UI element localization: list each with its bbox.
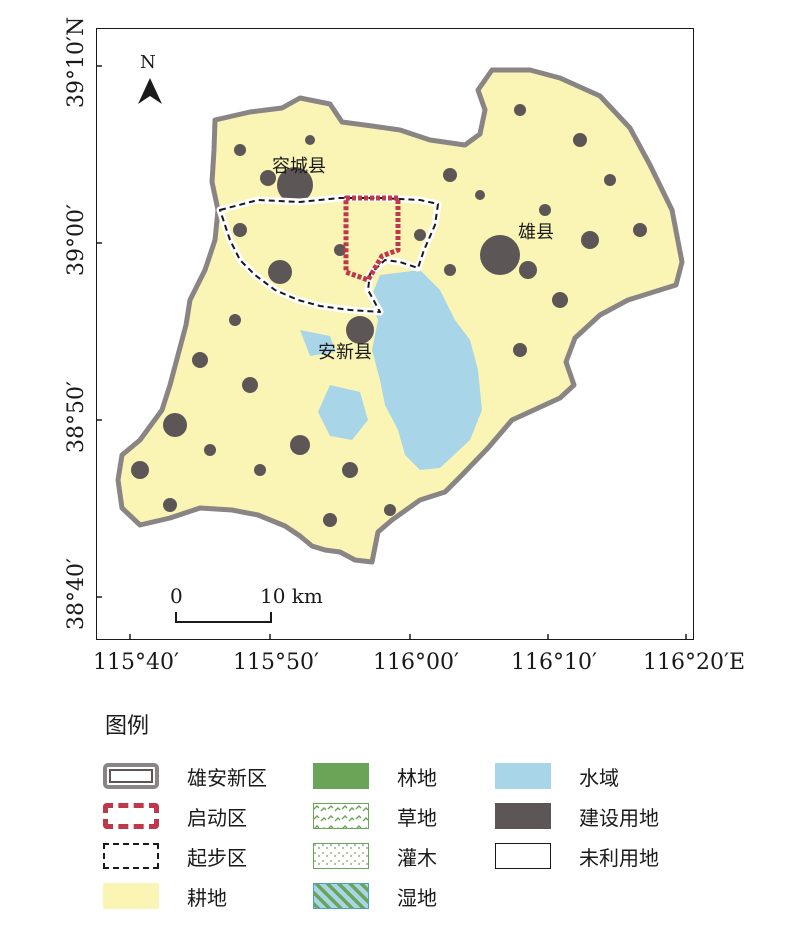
lat-label-0: 39°10′N [64,16,89,108]
legend-item-xiongan: 雄安新区 [103,759,267,793]
legend-item-construction: 建设用地 [495,799,659,833]
lat-label-2: 38°50′ [64,381,89,453]
water-area [300,270,482,470]
grassland-swatch-icon [313,803,369,829]
lon-label-1: 115°50′ [233,650,319,675]
forest-swatch-icon [313,763,369,789]
legend-title: 图例 [105,714,150,739]
legend-item-startup: 启动区 [103,799,247,833]
lon-label-2: 116°00′ [373,650,459,675]
legend-label-construction: 建设用地 [579,805,659,830]
place-anxin: 安新县 [318,342,372,363]
lon-label-3: 116°10′ [511,650,597,675]
scale-start-label: 0 [170,584,183,608]
legend-label-unused: 未利用地 [579,845,659,870]
lon-label-0: 115°40′ [93,650,179,675]
construction-land [131,104,647,527]
water-swatch-icon [495,763,551,789]
lon-label-4: 116°20′E [643,650,746,675]
legend-item-cropland: 耕地 [103,879,227,913]
legend-label-shrub: 灌木 [397,845,437,870]
cropland-swatch-icon [103,883,159,909]
legend-label-water: 水域 [579,765,619,790]
legend-label-forest: 林地 [397,765,437,790]
legend-label-grassland: 草地 [397,805,437,830]
construction-swatch-icon [495,803,551,829]
unused-swatch-icon [495,843,551,869]
legend-label-initial: 起步区 [187,845,247,870]
north-label: N [140,52,156,73]
lat-label-3: 38°40′ [64,558,89,630]
place-rongcheng: 容城县 [272,156,326,177]
legend-item-wetland: 湿地 [313,879,437,913]
lat-label-1: 39°00′ [64,204,89,276]
legend-item-forest: 林地 [313,759,437,793]
scale-bar [175,612,272,623]
shrub-swatch-icon [313,843,369,869]
legend-item-shrub: 灌木 [313,839,437,873]
initial-boundary-icon [103,843,159,869]
place-xiongxian: 雄县 [518,222,554,243]
legend-item-unused: 未利用地 [495,839,659,873]
map-ticks [96,65,687,640]
legend-item-water: 水域 [495,759,619,793]
scale-end-label: 10 km [260,584,323,608]
startup-boundary-icon [103,803,159,829]
xiongan-boundary-icon [103,763,159,789]
legend-label-xiongan: 雄安新区 [187,765,267,790]
legend-label-cropland: 耕地 [187,885,227,910]
startup-area-boundary [343,195,401,283]
wetland-swatch-icon [313,883,369,909]
legend-item-grassland: 草地 [313,799,437,833]
legend-label-startup: 启动区 [187,805,247,830]
legend-label-wetland: 湿地 [397,885,437,910]
legend-item-initial: 起步区 [103,839,247,873]
north-arrow-icon [138,78,162,104]
initial-area-boundary-dash [219,197,439,313]
